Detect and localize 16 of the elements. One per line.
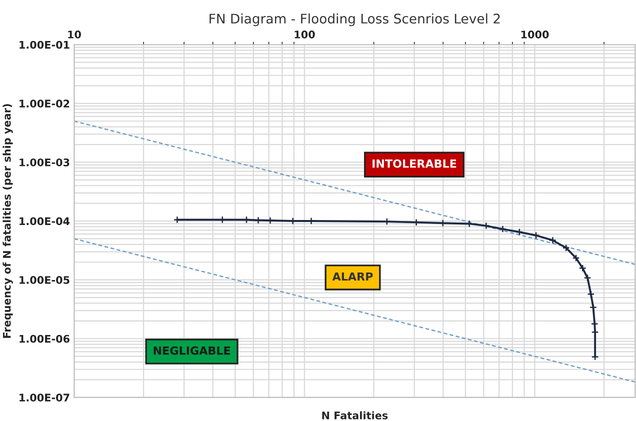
y-axis-title: Frequency of N fatalities (per ship year) [2,104,13,338]
x-tick-label: 10 [68,30,81,38]
x-tick-label: 100 [294,30,315,38]
y-tick-label: 1.00E-05 [20,276,70,284]
y-tick-label: 1.00E-04 [20,217,70,226]
y-tick-label: 1.00E-03 [20,158,70,166]
y-tick-label: 1.00E-07 [20,394,70,402]
y-tick-label: 1.00E-06 [20,334,70,343]
annotation: NEGLIGABLE [154,346,230,355]
x-tick-label: 1000 [521,30,549,38]
annotation: INTOLERABLE [372,159,456,168]
chart-title: FN Diagram - Flooding Loss Scenrios Level 2 [210,13,500,26]
annotation: ALARP [332,272,373,281]
x-axis-title: N Fatalities [322,411,388,420]
y-tick-label: 1.00E-02 [20,100,70,108]
y-tick-label: 1.00E-01 [20,40,70,49]
